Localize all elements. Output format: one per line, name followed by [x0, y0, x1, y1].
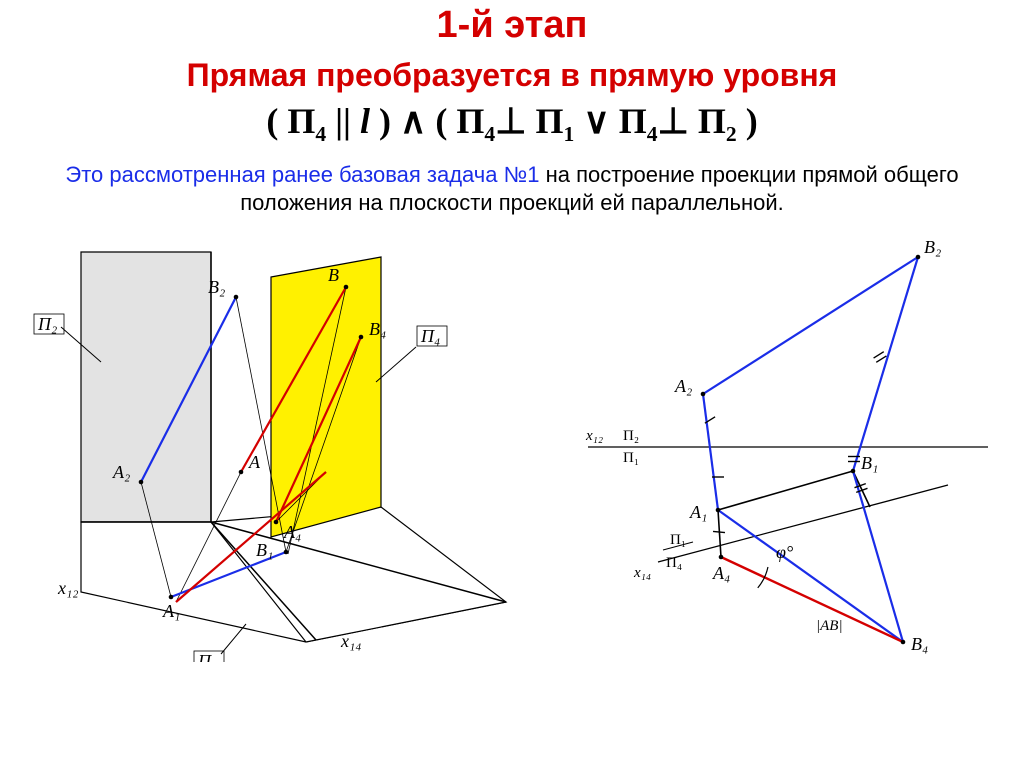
svg-text:B₁: B₁: [256, 540, 273, 560]
svg-text:П₄: П₄: [420, 326, 440, 346]
diagram-3d: П₂ П₄ П₁ A₂ B₂ A₁ B₁ A B A₄ B₄ x₁₂ x₁₄: [16, 222, 536, 662]
svg-text:B₄: B₄: [369, 319, 386, 339]
svg-text:A₄: A₄: [283, 522, 301, 542]
svg-text:A₁: A₁: [689, 502, 707, 522]
svg-text:A₁: A₁: [162, 601, 180, 621]
svg-text:B₄: B₄: [911, 634, 928, 654]
svg-text:B₁: B₁: [861, 453, 878, 473]
description-paragraph: Это рассмотренная ранее базовая задача №…: [24, 161, 1000, 216]
svg-text:A₂: A₂: [112, 462, 130, 482]
svg-text:|AB|: |AB|: [816, 618, 843, 634]
svg-text:x₁₄: x₁₄: [340, 631, 362, 651]
svg-text:П₁: П₁: [623, 450, 639, 466]
svg-text:x₁₂: x₁₂: [57, 578, 79, 598]
diagram-2d: φ° x₁₂ П₂ П₁ x₁₄ П₁ П₄ |AB| A₂ B₂ A₁ B₁ A₄ B₄: [568, 222, 1008, 662]
svg-text:x₁₄: x₁₄: [633, 565, 651, 581]
svg-text:x₁₂: x₁₂: [585, 428, 603, 444]
svg-text:φ°: φ°: [776, 542, 793, 562]
svg-text:П₂: П₂: [623, 428, 639, 444]
svg-text:B: B: [328, 265, 339, 285]
svg-text:B₂: B₂: [924, 237, 941, 257]
svg-text:A: A: [248, 452, 261, 472]
svg-text:П₄: П₄: [666, 555, 682, 571]
formula: ( П4 || l ) ∧ ( П4⊥ П1 ∨ П4⊥ П2 ): [0, 100, 1024, 147]
svg-text:П₁: П₁: [197, 651, 217, 662]
svg-text:П₂: П₂: [37, 314, 57, 334]
svg-text:A₂: A₂: [674, 376, 692, 396]
svg-text:A₄: A₄: [712, 563, 730, 583]
page-subtitle: Прямая преобразуется в прямую уровня: [0, 57, 1024, 94]
svg-text:П₁: П₁: [670, 532, 686, 548]
svg-text:B₂: B₂: [208, 277, 225, 297]
page-title: 1-й этап: [0, 0, 1024, 47]
